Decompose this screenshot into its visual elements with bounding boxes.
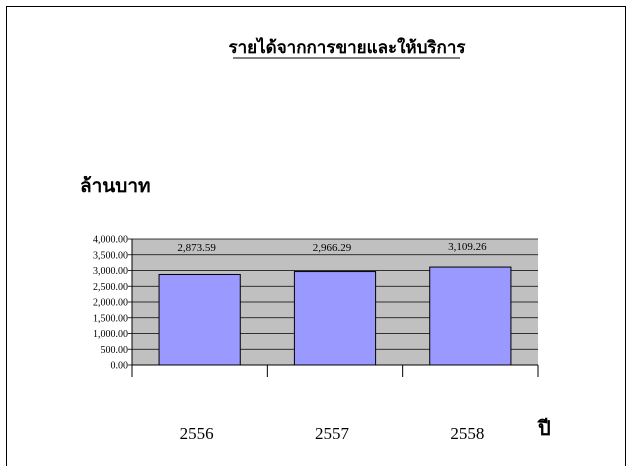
category-label: 2557 — [315, 424, 350, 443]
y-tick-label: 3,000.00 — [93, 266, 128, 277]
chart-title: รายได้จากการขายและให้บริการ — [228, 37, 466, 58]
y-tick-label: 4,000.00 — [93, 235, 128, 246]
y-tick-label: 3,500.00 — [93, 250, 128, 261]
y-tick-label: 1,500.00 — [93, 313, 128, 324]
y-tick-label: 2,000.00 — [93, 298, 128, 309]
x-axis-label: ปี — [537, 416, 551, 440]
y-tick-label: 0.00 — [111, 361, 129, 372]
y-tick-label: 500.00 — [101, 345, 129, 356]
category-label: 2556 — [180, 424, 214, 443]
data-label: 2,966.29 — [313, 242, 352, 254]
data-label: 2,873.59 — [177, 242, 216, 254]
y-tick-label: 1,000.00 — [93, 329, 128, 340]
bar — [429, 266, 512, 366]
chart-frame — [6, 6, 626, 466]
bar — [158, 273, 241, 366]
category-label: 2558 — [450, 424, 484, 443]
bar — [293, 271, 377, 366]
plot-area: 0.00 500.00 1,000.00 1,500.00 2,000.00 2,500.… — [93, 235, 539, 443]
y-axis-label: ล้านบาท — [80, 175, 151, 197]
data-label: 3,109.26 — [448, 241, 487, 253]
y-tick-label: 2,500.00 — [93, 282, 128, 293]
